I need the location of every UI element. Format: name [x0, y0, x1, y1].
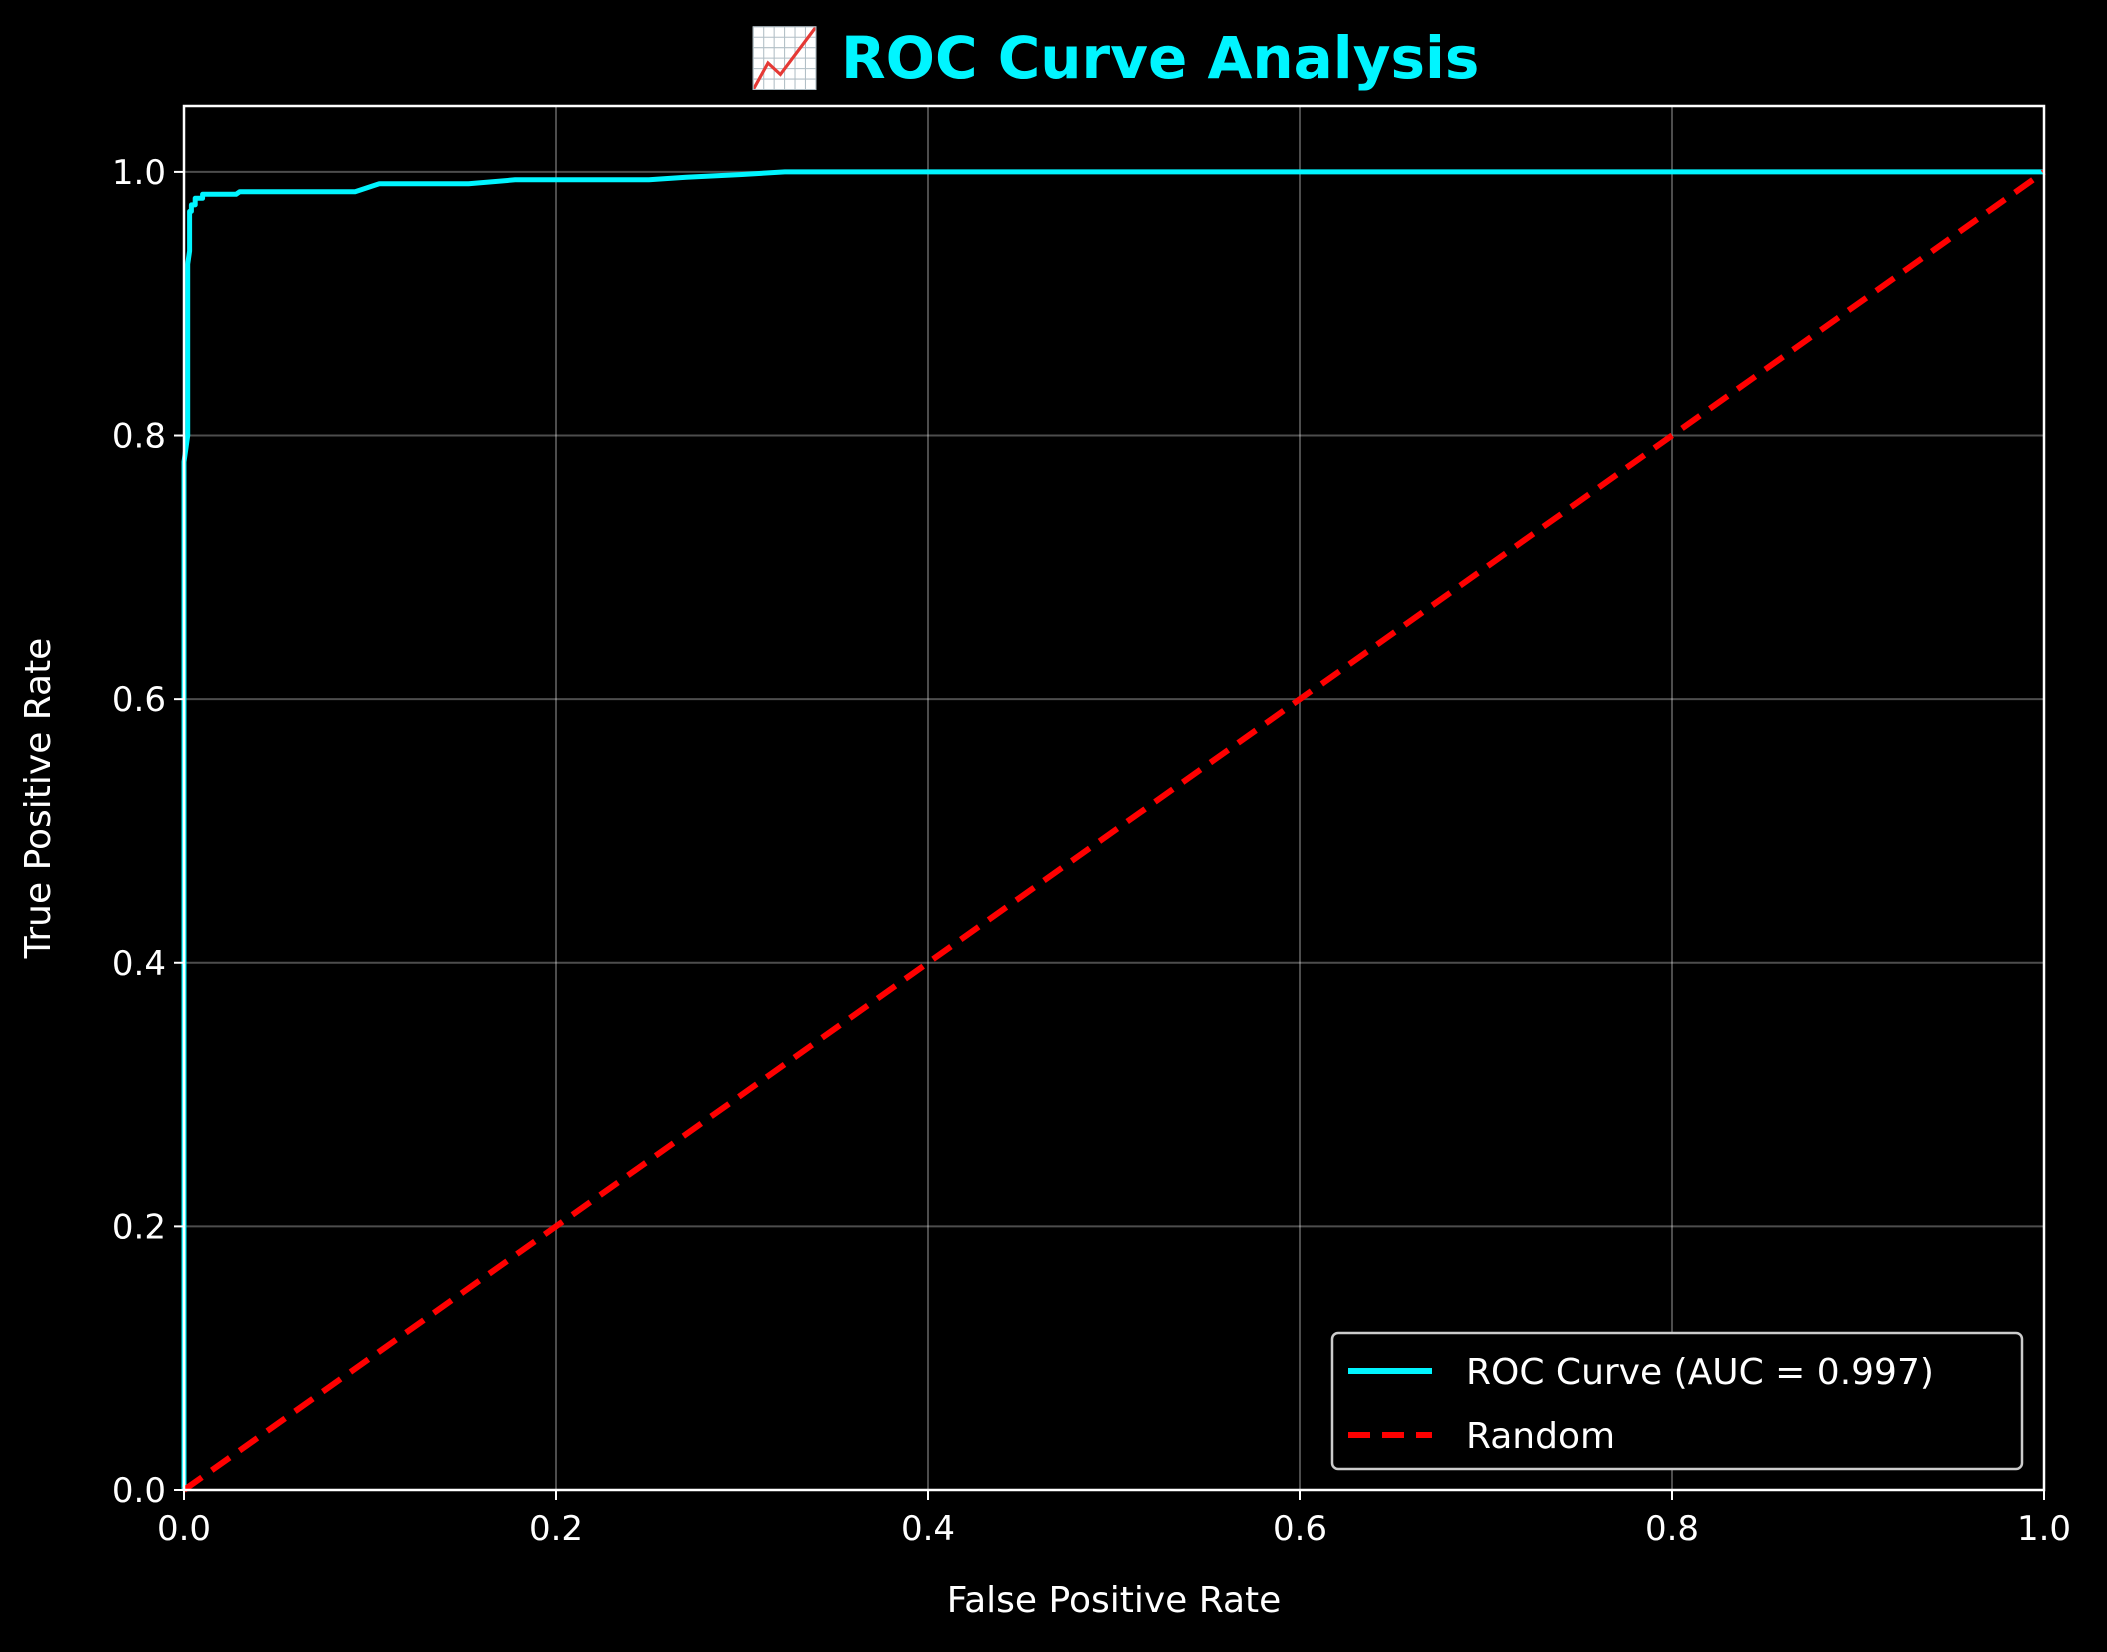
- y-tick-label: 0.0: [112, 1471, 166, 1511]
- y-tick-label: 0.4: [112, 944, 166, 984]
- legend-label-roc: ROC Curve (AUC = 0.997): [1466, 1352, 1934, 1393]
- legend: ROC Curve (AUC = 0.997) Random: [1330, 1331, 2024, 1471]
- tick-layer: 0.0 0.2 0.4 0.6 0.8 1.0 0.0 0.2 0.4 0.6 0.8 1.0: [112, 153, 2071, 1549]
- y-tick-label: 0.2: [112, 1207, 166, 1247]
- x-tick-label: 1.0: [2017, 1509, 2071, 1549]
- x-tick-label: 0.8: [1645, 1509, 1699, 1549]
- x-tick-label: 0.0: [157, 1509, 211, 1549]
- chart-title: 📈 ROC Curve Analysis: [749, 24, 1480, 92]
- x-tick-label: 0.2: [529, 1509, 583, 1549]
- y-tick-label: 0.8: [112, 417, 166, 457]
- series-layer: [181, 169, 2046, 1493]
- y-tick-label: 1.0: [112, 153, 166, 193]
- legend-box: [1330, 1331, 2024, 1471]
- y-axis-title: True Positive Rate: [18, 638, 59, 960]
- random-baseline-line: [182, 169, 2046, 1493]
- grid-layer: [183, 106, 2045, 1491]
- x-tick-label: 0.4: [901, 1509, 955, 1549]
- legend-label-random: Random: [1466, 1416, 1615, 1457]
- plot-frame: [182, 104, 2046, 1492]
- roc-curve-line: [181, 169, 2044, 1490]
- y-tick-label: 0.6: [112, 680, 166, 720]
- x-tick-label: 0.6: [1273, 1509, 1327, 1549]
- x-axis-title: False Positive Rate: [947, 1580, 1282, 1621]
